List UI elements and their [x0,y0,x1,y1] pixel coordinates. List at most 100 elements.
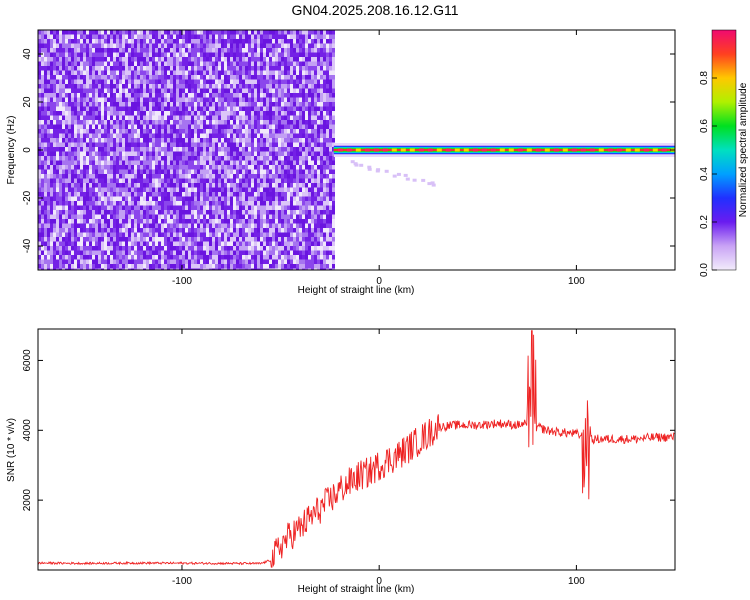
heatmap-cell [95,79,98,85]
heatmap-cell [140,129,143,134]
heatmap-cell [173,52,176,58]
heatmap-cell [176,264,179,269]
heatmap-cell [290,160,293,166]
heatmap-cell [194,169,197,175]
heatmap-cell [95,187,98,193]
heatmap-cell [152,138,155,143]
heatmap-cell [137,219,140,224]
heatmap-cell [248,111,251,116]
heatmap-cell [194,223,197,229]
heatmap-cell [104,147,107,152]
heatmap-cell [290,61,293,67]
heatmap-cell [275,129,278,134]
heatmap-cell [92,201,95,206]
heatmap-cell [290,147,293,152]
heatmap-cell [230,39,233,44]
heatmap-cell [95,237,98,242]
heatmap-cell [221,264,224,269]
heatmap-cell [113,183,116,188]
heatmap-cell [239,124,242,130]
heatmap-cell [281,178,284,184]
heatmap-cell [224,97,227,103]
heatmap-cell [47,138,50,143]
heatmap-cell [122,75,125,80]
heatmap-cell [293,48,296,53]
heatmap-cell [269,255,272,260]
heatmap-cell [116,66,119,71]
heatmap-cell [212,259,215,265]
heatmap-cell [128,214,131,220]
heatmap-cell [194,183,197,188]
heatmap-cell [38,43,41,49]
heatmap-cell [308,228,311,233]
heatmap-cell [68,178,71,184]
heatmap-cell [302,66,305,71]
heatmap-cell [290,268,293,270]
heatmap-cell [158,241,161,247]
heatmap-cell [152,196,155,202]
heatmap-cell [215,124,218,130]
heatmap-cell [122,70,125,76]
heatmap-cell [209,169,212,175]
heatmap-cell [239,196,242,202]
heatmap-cell [164,156,167,161]
heatmap-cell [101,187,104,193]
heatmap-cell [131,57,134,62]
heatmap-cell [122,241,125,247]
heatmap-cell [233,138,236,143]
heatmap-cell [146,250,149,256]
heatmap-cell [203,129,206,134]
heatmap-cell [290,237,293,242]
heatmap-cell [176,178,179,184]
heatmap-cell [104,250,107,256]
heatmap-cell [107,259,110,265]
heatmap-cell [284,214,287,220]
heatmap-cell [194,30,197,35]
heatmap-cell [248,48,251,53]
heatmap-cell [245,39,248,44]
heatmap-cell [128,106,131,112]
heatmap-cell [89,196,92,202]
heatmap-cell [122,228,125,233]
heatmap-cell [305,178,308,184]
heatmap-cell [284,165,287,170]
heatmap-cell [182,61,185,67]
heatmap-cell [77,75,80,80]
heatmap-cell [242,84,245,89]
heatmap-cell [236,147,239,152]
heatmap-cell [248,52,251,58]
heatmap-cell [68,174,71,179]
heatmap-cell [146,147,149,152]
heatmap-cell [251,138,254,143]
heatmap-cell [173,142,176,148]
heatmap-cell [299,147,302,152]
heatmap-cell [65,70,68,76]
heatmap-cell [290,75,293,80]
heatmap-cell [170,111,173,116]
heatmap-cell [173,156,176,161]
heatmap-cell [212,205,215,211]
heatmap-cell [176,66,179,71]
heatmap-cell [167,57,170,62]
heatmap-cell [80,88,83,94]
heatmap-cell [206,57,209,62]
heatmap-cell [107,97,110,103]
heatmap-cell [107,183,110,188]
heatmap-cell [65,84,68,89]
heatmap-cell [101,156,104,161]
heatmap-cell [143,214,146,220]
heatmap-cell [203,133,206,139]
heatmap-cell [248,246,251,251]
heatmap-cell [191,205,194,211]
heatmap-cell [254,268,257,270]
heatmap-cell [83,255,86,260]
heatmap-cell [206,61,209,67]
heatmap-cell [299,237,302,242]
heatmap-cell [179,48,182,53]
heatmap-cell [230,210,233,215]
heatmap-cell [89,264,92,269]
heatmap-cell [194,88,197,94]
heatmap-cell [206,214,209,220]
heatmap-cell [278,106,281,112]
heatmap-cell [119,88,122,94]
